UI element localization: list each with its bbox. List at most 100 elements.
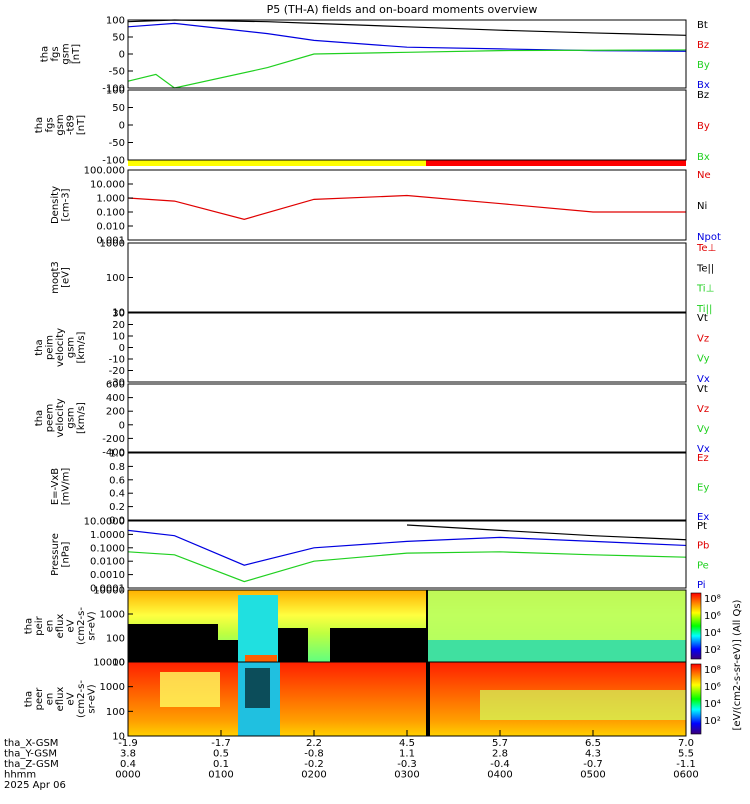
ylabel-line: eflux [55, 614, 66, 639]
legend-Ez: Ez [697, 453, 709, 464]
ylabel-line: [km/s] [76, 402, 87, 434]
ytick-label: 0.100 [96, 208, 125, 219]
colorbar-tick: 10⁴ [704, 628, 721, 639]
ylabel-line: gsm [66, 407, 77, 428]
ylabel-vi: tha peim velocity gsm [km/s] [34, 328, 87, 367]
ylabel-line: eflux [55, 687, 66, 712]
xtick-label: 2.2 [306, 738, 322, 749]
ytick-label: 0 [119, 420, 125, 431]
chart-marks [127, 19, 687, 583]
ylabel-line: eV [66, 619, 77, 632]
series-Ne [127, 194, 686, 220]
xtick-label: 0400 [487, 770, 512, 781]
ylabel-pressure: Pressure [nPa] [50, 533, 72, 576]
ylabel-line: [mV/m] [60, 468, 71, 506]
xtick-label: 5.7 [492, 738, 508, 749]
panel-frame-vi [127, 312, 687, 383]
ytick-label: 10 [112, 308, 125, 319]
ytick-label: 100 [106, 273, 125, 284]
ylabel-line: tha [24, 618, 35, 634]
ytick-label: 10 [112, 332, 125, 343]
colorbar-tick: 10² [704, 645, 721, 656]
legend-Vz: Vz [697, 404, 709, 415]
legend-Vy: Vy [697, 424, 710, 435]
xtick-label: -0.3 [397, 759, 417, 770]
panel-frame-ve [127, 383, 687, 453]
legend-Ti⊥: Ti⊥ [696, 284, 714, 295]
xtick-label: 0.5 [213, 749, 229, 760]
ylabel-ve: tha peem velocity gsm [km/s] [34, 398, 87, 437]
ylabel-line: velocity [55, 328, 66, 367]
panel-frame-pressure [127, 520, 687, 589]
ylabel-line: fgs [45, 117, 56, 132]
ylabel-temp: moqt3 [eV] [50, 261, 72, 294]
ytick-label: -30 [109, 378, 125, 389]
xrow-name: tha_Y-GSM [4, 749, 57, 760]
xtick-label: 0200 [301, 770, 326, 781]
ytick-label: 100 [106, 16, 125, 27]
ytick-label: 20 [112, 320, 125, 331]
mode-bar-fast [426, 160, 686, 166]
ytick-label: 50 [112, 103, 125, 114]
ylabel-line: en [45, 693, 56, 706]
ytick-label: 10000 [93, 586, 125, 597]
ylabel-fgs: tha fgs gsm [nT] [39, 43, 82, 64]
ylabel-line: [eV] [60, 267, 71, 288]
x-axis: tha_X-GSM -1.9 -1.7 2.2 4.5 5.7 6.5 7.0 tha_Y-GS… [4, 730, 699, 791]
ytick-label: -10 [109, 355, 125, 366]
xtick-label: -0.8 [304, 749, 324, 760]
ytick-label: 1000 [100, 610, 125, 621]
colorbar-tick: 10⁶ [704, 682, 721, 693]
series-Pe [127, 551, 687, 583]
xtick-label: 0100 [208, 770, 233, 781]
ytick-label: 1.0 [109, 449, 125, 460]
ytick-label: 1000 [100, 682, 125, 693]
legend-Vt: Vt [697, 384, 708, 395]
legend-Bx: Bx [697, 80, 710, 91]
ytick-label: 50 [112, 33, 125, 44]
ytick-label: 10 [112, 732, 125, 743]
series-Pt [406, 524, 687, 541]
ylabel-line: gsm [66, 337, 77, 358]
series-Bx [127, 22, 687, 52]
ylabel-line: tha [34, 339, 45, 355]
legend-Ni: Ni [697, 201, 707, 212]
ylabel-line: sr-eV) [87, 611, 98, 640]
ylabel-line: Density [50, 186, 61, 224]
colorbar-tick: 10⁸ [704, 594, 721, 605]
ylabel-line: tha [34, 117, 45, 133]
xtick-label: 3.8 [120, 749, 136, 760]
ytick-label: -100 [102, 156, 125, 167]
ylabel-line: tha [39, 46, 50, 62]
peir-spectrogram [128, 590, 686, 662]
xrow-name: tha_Z-GSM [4, 759, 59, 770]
xtick-label: 1.1 [399, 749, 415, 760]
ytick-label: 0.0 [109, 516, 125, 527]
plot-title: P5 (TH-A) fields and on-board moments ov… [267, 3, 538, 16]
xtick-label: -0.2 [304, 759, 324, 770]
xtick-label: 6.5 [585, 738, 601, 749]
ylabel-peer: tha peer en eflux eV (cm2-s-sr-eV) [24, 680, 98, 718]
ylabel-line: gsm [60, 43, 71, 64]
ylabel-line: moqt3 [50, 261, 61, 294]
legend-Vx: Vx [697, 444, 710, 455]
panel-frame-density [127, 169, 687, 241]
peer-spectrogram [128, 662, 686, 736]
colorbar-tick: 10⁸ [704, 665, 721, 676]
legend-By: By [697, 121, 710, 132]
ylabel-line: en [45, 620, 56, 633]
xtick-label: 0500 [580, 770, 605, 781]
ytick-label: 0 [119, 343, 125, 354]
ytick-label: 0 [119, 121, 125, 132]
ytick-label: 0.001 [96, 236, 125, 247]
xtick-label: 0000 [115, 770, 140, 781]
panel-frame-fgs_hi [127, 89, 687, 161]
ylabel-line: E=-VxB [50, 468, 61, 505]
ylabel-line: peem [45, 404, 56, 432]
ytick-label: 0.4 [109, 489, 125, 500]
ylabel-line: Pressure [50, 533, 61, 576]
legend-Bz: Bz [697, 90, 709, 101]
ytick-label: -20 [109, 366, 125, 377]
